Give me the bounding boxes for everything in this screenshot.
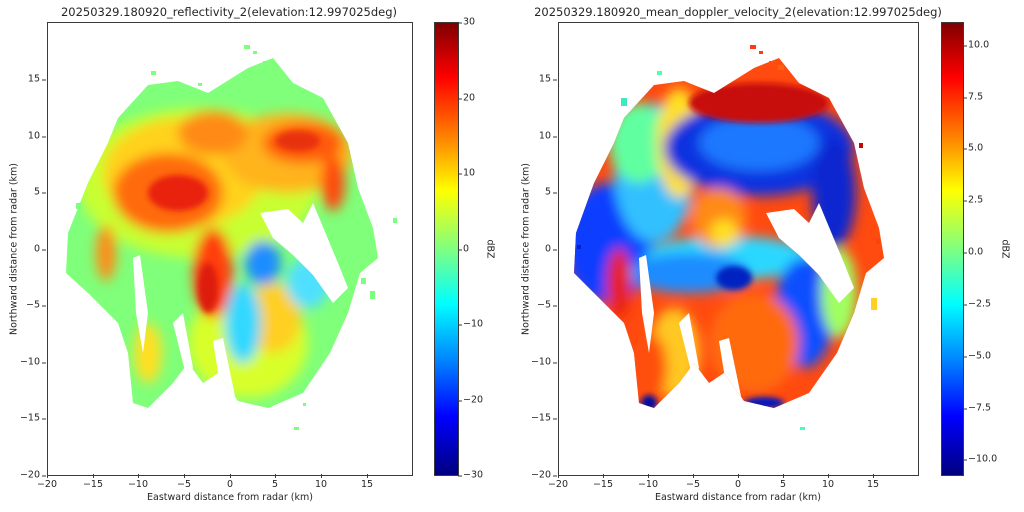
- y-tick: 15: [521, 74, 557, 85]
- y-tick: −15: [521, 413, 557, 424]
- right-y-axis-label: Northward distance from radar (km): [520, 162, 532, 336]
- y-tick: −5: [521, 300, 557, 311]
- y-tick: 15: [10, 74, 46, 85]
- left-y-axis-label: Northward distance from radar (km): [8, 162, 20, 336]
- y-tick: −20: [521, 470, 557, 481]
- y-tick: −10: [10, 357, 46, 368]
- cbar-tick: 20: [457, 92, 476, 104]
- reflectivity-radar-image: [66, 45, 397, 430]
- velocity-plot-area: [558, 22, 919, 476]
- cbar-tick: 10.0: [962, 39, 990, 51]
- cbar-tick: −10.0: [962, 453, 998, 465]
- x-tick: −15: [588, 474, 618, 490]
- velocity-colorbar: [941, 22, 964, 476]
- cbar-tick: 0: [457, 243, 470, 255]
- velocity-colorbar-label: dBZ: [999, 239, 1011, 259]
- x-tick: 10: [813, 474, 843, 490]
- left-plot-title: 20250329.180920_reflectivity_2(elevation…: [60, 5, 398, 19]
- reflectivity-colorbar: [434, 22, 459, 476]
- y-tick: −5: [10, 300, 46, 311]
- y-tick: 5: [521, 187, 557, 198]
- x-tick: −10: [123, 474, 153, 490]
- y-tick: 5: [10, 187, 46, 198]
- y-tick: 10: [521, 131, 557, 142]
- x-tick: 5: [260, 474, 290, 490]
- y-tick: 10: [10, 131, 46, 142]
- x-tick: 15: [858, 474, 888, 490]
- cbar-tick: −10: [457, 318, 484, 330]
- left-x-axis-label: Eastward distance from radar (km): [147, 492, 313, 503]
- y-tick: −15: [10, 413, 46, 424]
- velocity-radar-image: [574, 45, 884, 430]
- cbar-tick: −2.5: [962, 298, 992, 310]
- cbar-tick: −20: [457, 394, 484, 406]
- x-tick: −20: [32, 474, 62, 490]
- cbar-tick: 10: [457, 167, 476, 179]
- y-tick: 0: [521, 244, 557, 255]
- y-tick: −20: [10, 470, 46, 481]
- x-tick: −10: [633, 474, 663, 490]
- cbar-tick: 5.0: [962, 142, 984, 154]
- cbar-tick: −7.5: [962, 402, 992, 414]
- cbar-tick: 7.5: [962, 91, 984, 103]
- x-tick: 10: [306, 474, 336, 490]
- cbar-tick: 30: [457, 16, 476, 28]
- y-tick: 0: [10, 244, 46, 255]
- reflectivity-colorbar-label: dBZ: [484, 239, 496, 259]
- x-tick: −5: [678, 474, 708, 490]
- x-tick: −20: [543, 474, 573, 490]
- cbar-tick: 2.5: [962, 194, 984, 206]
- x-tick: 0: [215, 474, 245, 490]
- reflectivity-plot-area: [47, 22, 413, 476]
- x-tick: −15: [78, 474, 108, 490]
- x-tick: 0: [723, 474, 753, 490]
- right-plot-title: 20250329.180920_mean_doppler_velocity_2(…: [534, 5, 942, 19]
- right-x-axis-label: Eastward distance from radar (km): [655, 492, 821, 503]
- x-tick: 15: [352, 474, 382, 490]
- cbar-tick: −5.0: [962, 350, 992, 362]
- x-tick: −5: [169, 474, 199, 490]
- x-tick: 5: [768, 474, 798, 490]
- cbar-tick: 0.0: [962, 246, 984, 258]
- y-tick: −10: [521, 357, 557, 368]
- cbar-tick: −30: [457, 469, 484, 481]
